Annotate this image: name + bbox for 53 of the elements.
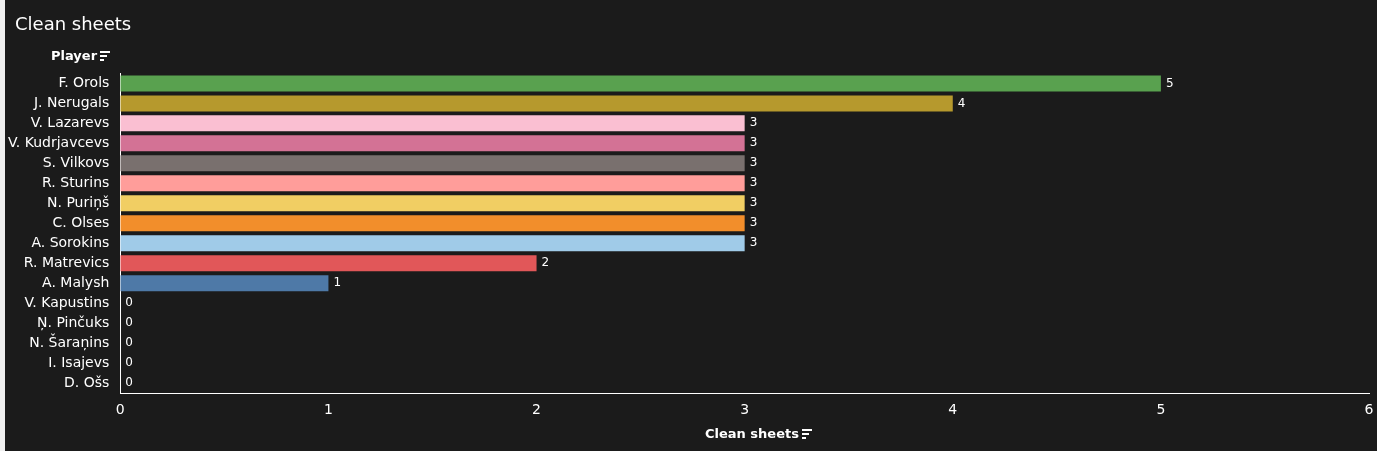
y-tick-label: R. Matrevics [23,253,110,270]
x-tick-label: 1 [323,401,333,418]
y-axis-title: Player [51,48,98,63]
bar [120,75,1161,92]
bar [120,155,745,172]
data-label: 3 [749,115,758,130]
y-tick-label: Ņ. Pinčuks [37,313,110,331]
data-label: 3 [749,195,758,210]
chart-title: Clean sheets [15,13,132,34]
data-label: 3 [749,135,758,150]
x-tick-label: 0 [115,401,125,418]
y-tick-label: N. Šaraņins [29,332,110,351]
x-tick-label: 3 [740,401,750,418]
y-tick-label: V. Kudrjavcevs [7,134,110,150]
bar [120,255,537,272]
x-tick-label: 2 [532,401,541,418]
y-tick-label: A. Malysh [42,273,110,290]
x-tick-label: 6 [1364,401,1374,418]
data-label: 3 [749,215,758,230]
bar [120,175,745,192]
data-label: 3 [749,155,758,170]
x-tick-label: 5 [1156,401,1166,418]
data-label: 0 [125,335,133,350]
y-tick-label: S. Vilkovs [42,153,110,170]
data-label: 0 [125,375,133,390]
data-label: 1 [333,275,342,290]
y-tick-label: D. Ošs [64,373,110,390]
data-label: 0 [125,355,133,370]
data-label: 2 [541,255,550,270]
y-tick-label: V. Lazarevs [30,114,110,131]
bar [120,275,329,292]
y-tick-label: A. Sorokins [31,233,110,250]
x-axis-title: Clean sheets [705,426,799,441]
y-tick-label: I. Isajevs [48,353,110,370]
bar [120,115,745,132]
y-tick-label: J. Nerugals [32,94,110,111]
data-label: 3 [749,175,758,190]
y-tick-label: C. Olses [52,213,110,230]
x-tick-label: 4 [948,401,958,418]
bar [120,95,953,112]
data-label: 3 [749,235,758,250]
y-tick-label: R. Sturins [42,173,110,190]
bar [120,235,745,252]
y-tick-label: V. Kapustins [24,293,110,310]
bar [120,195,745,212]
data-label: 0 [125,315,133,330]
y-tick-label: F. Orols [58,74,110,91]
data-label: 5 [1165,75,1174,90]
y-tick-label: N. Puriņš [47,193,110,211]
bar [120,135,745,152]
data-label: 0 [125,295,133,310]
data-label: 4 [957,95,966,110]
bar [120,215,745,232]
